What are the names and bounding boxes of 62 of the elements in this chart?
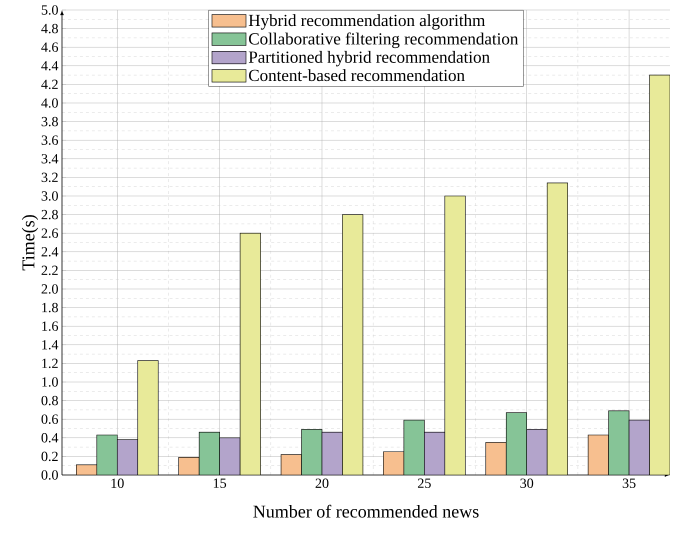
bar [526, 429, 548, 475]
bar [342, 214, 364, 475]
legend-label: Collaborative filtering recommendation [249, 32, 518, 48]
bar [219, 438, 240, 475]
bar [506, 412, 528, 475]
bar [404, 420, 425, 475]
bar [76, 464, 97, 475]
y-tick-label: 2.4 [42, 247, 58, 257]
y-tick-label: 1.8 [42, 302, 58, 312]
bar [116, 439, 138, 475]
y-tick-label: 3.4 [42, 154, 58, 164]
x-tick-label: 30 [520, 478, 534, 488]
bar [485, 442, 507, 475]
bar [628, 420, 650, 475]
bar [178, 457, 200, 475]
y-tick-label: 0.2 [42, 452, 58, 462]
bar [198, 432, 220, 475]
y-tick-label: 2.2 [42, 266, 58, 276]
bar [240, 232, 261, 475]
bar [444, 196, 466, 475]
bar [588, 434, 609, 475]
y-tick-label: 4.2 [41, 80, 58, 90]
y-tick-label: 0.8 [42, 396, 58, 406]
y-tick-label: 3.8 [42, 116, 58, 126]
x-tick-label: 25 [418, 478, 431, 488]
bar [322, 432, 343, 475]
bar [424, 432, 446, 475]
y-tick-label: 3.2 [42, 172, 58, 182]
bar [649, 74, 670, 475]
y-tick-label: 3.0 [42, 191, 58, 201]
bar [137, 360, 159, 475]
y-tick-label: 4.8 [41, 24, 58, 34]
y-tick-label: 4.0 [41, 98, 58, 108]
legend-label: Partitioned hybrid recommendation [248, 50, 490, 66]
y-tick-label: 4.6 [41, 42, 58, 52]
x-tick-label: 10 [112, 478, 124, 488]
x-tick-label: 20 [316, 478, 328, 488]
y-tick-label: 0.0 [42, 470, 58, 480]
y-tick-label: 3.6 [42, 135, 58, 145]
y-tick-label: 2.6 [42, 228, 58, 238]
y-tick-label: 1.0 [42, 377, 58, 387]
x-tick-label: 15 [214, 478, 226, 488]
bar [301, 429, 322, 475]
y-axis-title: Time(s) [22, 215, 38, 270]
bar [383, 451, 404, 475]
legend-label: Hybrid recommendation algorithm [248, 14, 486, 30]
bar [608, 410, 630, 475]
y-tick-label: 2.0 [42, 284, 58, 294]
x-axis-title: Number of recommended news [253, 504, 479, 518]
bar [96, 434, 118, 475]
legend-label: Content-based recommendation [249, 69, 465, 82]
y-tick-label: 5.0 [42, 5, 58, 15]
bar [546, 182, 568, 475]
x-tick-label: 35 [622, 478, 636, 488]
y-tick-label: 4.4 [41, 61, 58, 71]
y-tick-label: 0.6 [42, 414, 58, 424]
y-tick-label: 1.2 [42, 358, 58, 368]
y-tick-label: 1.6 [42, 321, 58, 331]
bar [280, 454, 302, 475]
y-tick-label: 2.8 [42, 210, 58, 220]
y-tick-label: 1.4 [42, 340, 58, 350]
y-tick-label: 0.4 [42, 433, 58, 443]
